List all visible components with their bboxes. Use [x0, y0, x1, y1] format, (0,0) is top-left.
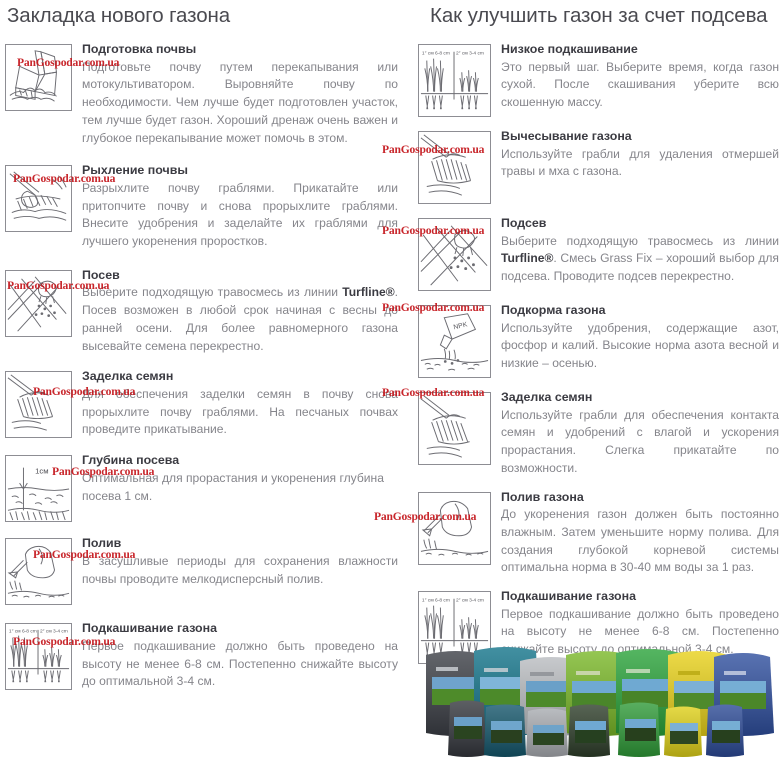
section-heading: Посев: [82, 267, 120, 282]
section-sowing: Посев Выберите подходящую травосмесь из …: [5, 268, 398, 356]
sowing-depth-icon: 1см: [5, 455, 72, 523]
section-text: Используйте грабли для удаления отмершей…: [501, 146, 779, 179]
section-body: Заделка семян Для обеспечения заделки се…: [72, 369, 398, 439]
section-heading: Подкашивание газона: [501, 589, 636, 604]
text-before: Выберите подходящую травосмесь из линии: [501, 233, 779, 248]
section-text: Подготовьте почву путем перекапывания ил…: [82, 59, 398, 145]
hand-sowing-seeds-icon: [418, 218, 491, 291]
spade-digging-soil-icon: [5, 44, 72, 111]
section-text: Разрыхлите почву граблями. Прикатайте ил…: [82, 180, 398, 249]
section-body: Подкашивание газона Первое подкашивание …: [72, 621, 398, 691]
section-text: В засушливые периоды для сохранения влаж…: [82, 553, 398, 586]
section-body: Глубина посева Оптимальная для прорастан…: [72, 453, 398, 505]
section-heading: Низкое подкашивание: [501, 42, 638, 56]
section-text: Используйте удобрения, содержащие азот, …: [501, 320, 779, 371]
section-body: Полив газона До укоренения газон должен …: [491, 490, 779, 578]
brand-turfline: Turfline®: [501, 251, 554, 266]
svg-text:1° см 6-8 cm: 1° см 6-8 cm: [422, 51, 450, 57]
section-heading: Глубина посева: [82, 453, 180, 468]
section-lawn-watering: Полив газона До укоренения газон должен …: [374, 490, 779, 578]
svg-text:2° см 3-4 cm: 2° см 3-4 cm: [456, 51, 484, 57]
left-column: Закладка нового газона Подготовка почвы …: [5, 4, 398, 691]
rake-scarifying-icon: [418, 131, 491, 204]
turfline-seed-bags-lineup-photo: [416, 641, 776, 759]
section-mowing: 1° см 6-8 cm 2° см 3-4 cm: [5, 621, 398, 691]
svg-text:2° см 3-4 cm: 2° см 3-4 cm: [40, 629, 68, 635]
section-scarifying: Вычесывание газона Используйте грабли дл…: [382, 129, 779, 204]
right-column: Как улучшить газон за счет подсева 1° см…: [374, 0, 783, 765]
section-body: Подкашивание газона Первое подкашивание …: [491, 589, 779, 659]
npk-fertilizer-bag-icon: NPK: [418, 305, 491, 378]
section-body: Низкое подкашивание Это первый шаг. Выбе…: [491, 42, 779, 112]
section-heading: Полив: [82, 536, 122, 551]
svg-text:1° см 6-8 cm: 1° см 6-8 cm: [9, 629, 37, 635]
section-seed-covering: Заделка семян Для обеспечения заделки се…: [5, 369, 398, 439]
section-soil-loosening: Рыхление почвы Разрыхлите почву граблями…: [5, 163, 398, 251]
text-before: Выберите подходящую травосмесь из линии: [82, 285, 343, 300]
section-overseeding: Подсев Выберите подходящую травосмесь из…: [382, 216, 779, 291]
section-body: Заделка семян Используйте грабли для обе…: [491, 390, 779, 478]
mowing-height-grass-icon: 1° см 6-8 cm 2° см 3-4 cm: [5, 623, 72, 691]
brand-turfline: Turfline®: [342, 285, 395, 300]
section-text: Для обеспечения заделки семян в почву сн…: [82, 386, 398, 437]
right-column-title: Как улучшить газон за счет подсева: [430, 4, 768, 27]
section-text: Используйте грабли для обеспечения конта…: [501, 407, 779, 475]
svg-text:NPK: NPK: [453, 321, 469, 331]
section-seed-covering: Заделка семян Используйте грабли для обе…: [382, 386, 779, 478]
section-body: Подкорма газона Используйте удобрения, с…: [491, 303, 779, 373]
section-text: Первое подкашивание должно быть проведен…: [501, 606, 779, 657]
section-watering: Полив В засушливые периоды для сохранени…: [5, 536, 398, 606]
watering-can-icon: [418, 491, 491, 565]
section-heading: Подкорма газона: [501, 303, 606, 317]
svg-text:2° см 3-4 cm: 2° см 3-4 cm: [456, 598, 484, 604]
hand-sowing-seeds-icon: [5, 269, 72, 337]
section-heading: Вычесывание газона: [501, 129, 632, 143]
section-heading: Рыхление почвы: [82, 163, 188, 178]
section-text: Выберите подходящую травосмесь из линии …: [82, 284, 398, 355]
text-after: . Посев возможен в любой срок начиная с …: [82, 285, 398, 353]
left-column-title: Закладка нового газона: [7, 4, 231, 27]
section-heading: Подготовка почвы: [82, 42, 197, 56]
text-after: . Смесь Grass Fix – хороший выбор для по…: [501, 251, 779, 284]
svg-text:1см: 1см: [35, 467, 49, 476]
section-heading: Подкашивание газона: [82, 621, 217, 636]
rake-covering-seeds-icon: [418, 392, 491, 465]
section-body: Полив В засушливые периоды для сохранени…: [72, 536, 398, 588]
section-heading: Заделка семян: [82, 369, 174, 384]
section-fertilizing: NPK Подкорма газона Используйте удобрени…: [382, 301, 779, 378]
section-body: Посев Выберите подходящую травосмесь из …: [72, 268, 398, 356]
section-body: Подготовка почвы Подготовьте почву путем…: [72, 42, 398, 147]
rake-covering-seeds-icon: [5, 371, 72, 439]
section-text: Это первый шаг. Выберите время, когда га…: [501, 59, 779, 110]
section-body: Рыхление почвы Разрыхлите почву граблями…: [72, 163, 398, 251]
section-heading: Подсев: [501, 216, 547, 230]
watering-can-icon: [5, 538, 72, 606]
section-text: Оптимальная для прорастания и укоренения…: [82, 470, 384, 503]
section-text: До укоренения газон должен быть постоянн…: [501, 507, 779, 575]
section-heading: Полив газона: [501, 489, 584, 504]
rake-loosening-soil-icon: [5, 165, 72, 233]
low-mowing-grass-icon: 1° см 6-8 cm 2° см 3-4 cm: [418, 44, 491, 117]
section-body: Подсев Выберите подходящую травосмесь из…: [491, 216, 779, 286]
section-body: Вычесывание газона Используйте грабли дл…: [491, 129, 779, 181]
section-low-mowing: 1° см 6-8 cm 2° см 3-4 cm: [418, 42, 779, 117]
section-soil-preparation: Подготовка почвы Подготовьте почву путем…: [5, 42, 398, 147]
section-heading: Заделка семян: [501, 390, 593, 404]
section-text: Первое подкашивание должно быть проведен…: [82, 638, 398, 689]
svg-text:1° см 6-8 cm: 1° см 6-8 cm: [422, 598, 450, 604]
section-text: Выберите подходящую травосмесь из линии …: [501, 233, 779, 286]
section-sowing-depth: 1см Глубина посева Оптимальная для прора…: [5, 453, 398, 523]
